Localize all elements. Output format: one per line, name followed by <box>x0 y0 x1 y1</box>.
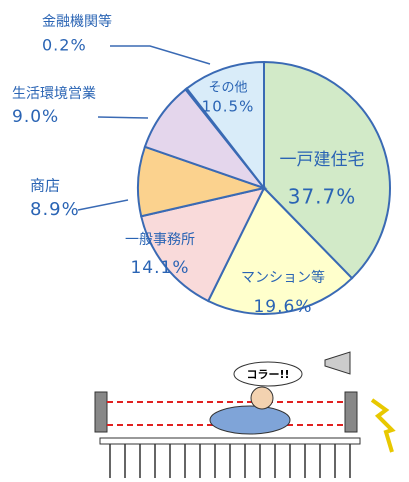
sensor-right <box>345 392 357 432</box>
leader-line <box>110 46 210 64</box>
slice-name: 一般事務所 <box>125 232 195 248</box>
slice-value: 37.7% <box>288 185 357 209</box>
slice-value: 0.2% <box>42 36 87 55</box>
slice-value: 10.5% <box>202 98 255 116</box>
slice-name: 一戸建住宅 <box>280 150 365 170</box>
fence-rail <box>100 438 360 444</box>
person-head <box>251 387 273 409</box>
fence-bars <box>110 444 350 478</box>
speech-text: コラー!! <box>246 368 289 381</box>
slice-name: 生活環境営業 <box>12 86 96 102</box>
leader-line <box>98 117 148 118</box>
slice-name: その他 <box>208 81 247 96</box>
alarm-mark <box>372 400 392 452</box>
slice-value: 8.9% <box>30 199 80 220</box>
sensor-left <box>95 392 107 432</box>
illustration: コラー!! <box>95 352 392 478</box>
slice-name: 金融機関等 <box>42 13 112 30</box>
slice-name: マンション等 <box>241 269 325 286</box>
slice-value: 19.6% <box>253 297 312 317</box>
slice-name: 商店 <box>30 177 60 195</box>
speaker <box>325 352 350 374</box>
slice-value: 9.0% <box>12 107 59 127</box>
page: コラー!! 一戸建住宅 37.7% マンション等 19.6% 一般事務所 14.1% 商店 8… <box>0 0 409 478</box>
person <box>210 406 290 434</box>
leader-line <box>78 200 128 210</box>
slice-value: 14.1% <box>130 258 189 278</box>
